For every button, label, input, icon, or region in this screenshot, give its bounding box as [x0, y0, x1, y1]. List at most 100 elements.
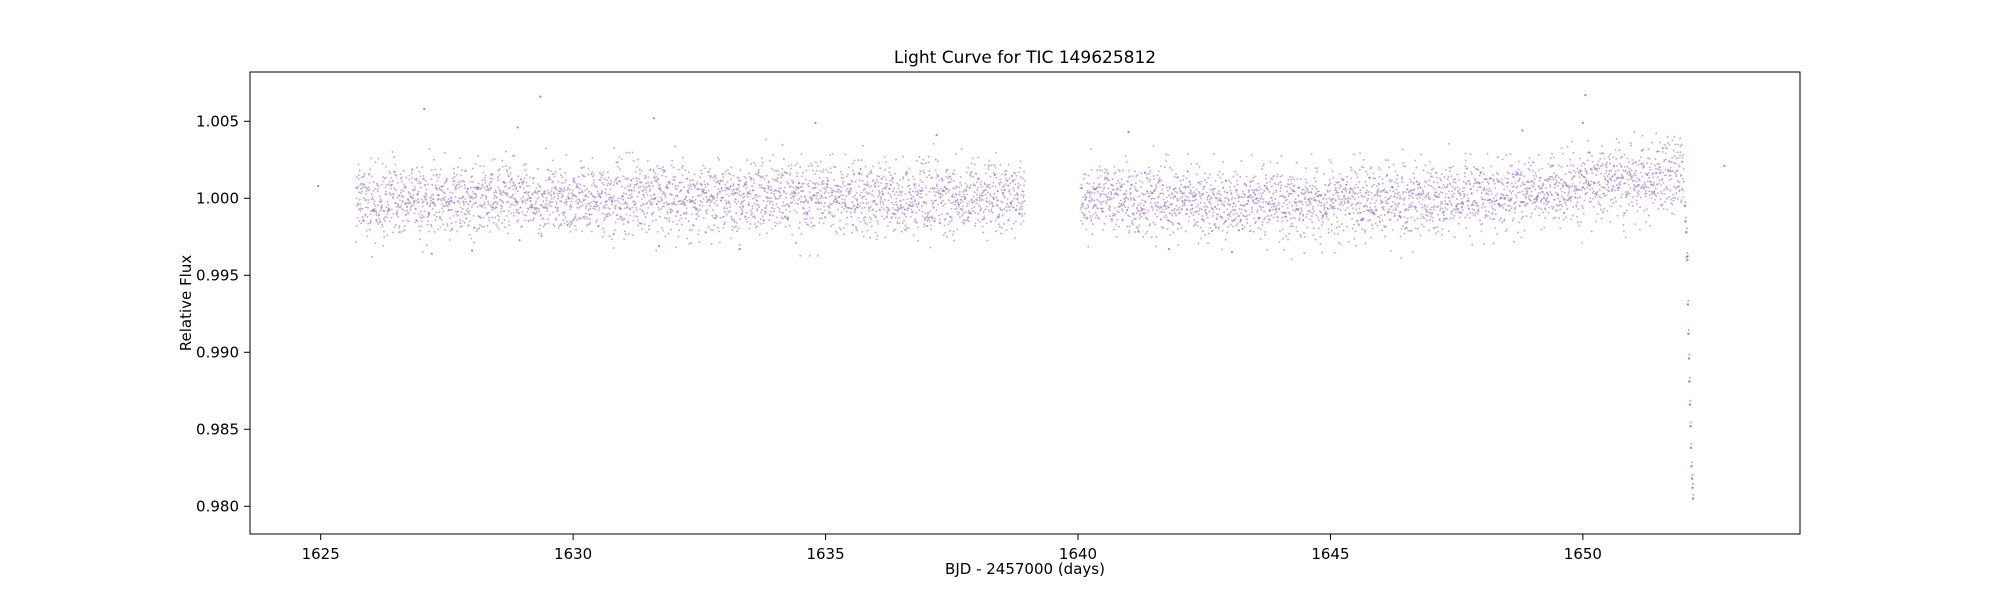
- data-point: [715, 181, 718, 184]
- data-point: [864, 215, 867, 218]
- data-point: [1447, 203, 1449, 206]
- data-point: [847, 193, 850, 196]
- data-point: [712, 216, 715, 219]
- data-point: [710, 175, 713, 178]
- data-point: [1212, 211, 1215, 214]
- data-point: [1361, 196, 1364, 199]
- data-point: [749, 223, 752, 225]
- data-point: [922, 158, 925, 161]
- data-point: [514, 184, 517, 187]
- data-point: [595, 203, 598, 206]
- data-point: [981, 199, 984, 201]
- data-point: [1141, 199, 1144, 202]
- data-point: [1111, 220, 1114, 223]
- data-point: [1241, 224, 1244, 226]
- data-point: [760, 176, 763, 179]
- data-point: [443, 205, 446, 208]
- data-point: [590, 213, 593, 216]
- data-point: [1431, 216, 1434, 219]
- data-point: [1101, 207, 1104, 210]
- data-point: [491, 216, 493, 219]
- data-point: [668, 182, 671, 185]
- data-point: [914, 218, 917, 221]
- data-point: [1395, 178, 1398, 181]
- data-point: [1335, 226, 1338, 229]
- data-point: [1080, 206, 1082, 209]
- data-point: [699, 200, 702, 203]
- data-point: [579, 205, 582, 208]
- data-point: [515, 208, 518, 211]
- data-point: [1402, 199, 1405, 201]
- data-point: [938, 179, 941, 182]
- data-point: [833, 200, 836, 203]
- data-point: [611, 197, 614, 199]
- data-point: [1469, 182, 1472, 185]
- data-point: [1103, 186, 1106, 189]
- data-point: [1281, 220, 1284, 223]
- data-point: [860, 212, 863, 214]
- data-point: [1232, 175, 1235, 178]
- data-point: [1425, 195, 1428, 198]
- data-point: [1454, 181, 1457, 184]
- data-point: [927, 155, 930, 158]
- data-point: [477, 182, 480, 185]
- data-point: [1156, 201, 1159, 204]
- data-point: [1416, 180, 1419, 183]
- data-point: [472, 203, 475, 206]
- data-point: [1281, 216, 1283, 219]
- data-point: [1465, 227, 1468, 229]
- data-point: [805, 199, 807, 202]
- data-point: [482, 225, 485, 228]
- data-point: [776, 206, 779, 209]
- data-point: [413, 201, 416, 204]
- data-point: [506, 170, 509, 173]
- data-point: [806, 212, 809, 215]
- data-point: [1380, 206, 1383, 209]
- data-point: [1234, 209, 1237, 212]
- data-point: [1163, 211, 1166, 214]
- data-point: [757, 204, 760, 206]
- data-point: [1286, 190, 1289, 193]
- data-point: [770, 192, 773, 195]
- data-point: [1468, 180, 1470, 183]
- data-point: [1373, 213, 1376, 216]
- data-point: [866, 181, 869, 184]
- data-point: [404, 187, 406, 190]
- data-point: [753, 215, 756, 218]
- data-point: [1353, 237, 1356, 240]
- data-point: [1234, 205, 1237, 208]
- data-point: [823, 192, 826, 195]
- data-point: [1393, 212, 1396, 215]
- data-point: [1395, 188, 1398, 191]
- data-point: [506, 214, 509, 217]
- data-point: [400, 189, 403, 192]
- data-point: [1359, 189, 1362, 192]
- data-point: [998, 215, 1001, 218]
- data-point: [790, 167, 793, 170]
- data-point: [623, 238, 626, 240]
- data-point: [1369, 206, 1372, 209]
- data-point: [1310, 153, 1313, 156]
- data-point: [405, 202, 408, 204]
- data-point: [698, 188, 701, 191]
- data-point: [1189, 189, 1192, 192]
- data-point: [959, 181, 962, 184]
- data-point: [1466, 204, 1469, 207]
- data-point: [1110, 198, 1113, 201]
- data-point: [611, 203, 614, 206]
- data-point: [1260, 195, 1263, 198]
- data-point: [1105, 202, 1108, 205]
- data-point: [730, 166, 733, 169]
- data-point: [988, 159, 991, 162]
- data-point: [1259, 227, 1262, 230]
- data-point: [1287, 238, 1290, 241]
- data-point: [1109, 190, 1112, 193]
- data-point: [372, 181, 375, 183]
- data-point: [421, 205, 424, 208]
- data-point: [1089, 193, 1092, 196]
- data-point: [1314, 199, 1317, 202]
- data-point: [460, 180, 462, 183]
- data-point: [547, 222, 550, 225]
- data-point: [641, 210, 644, 213]
- data-point: [402, 209, 405, 212]
